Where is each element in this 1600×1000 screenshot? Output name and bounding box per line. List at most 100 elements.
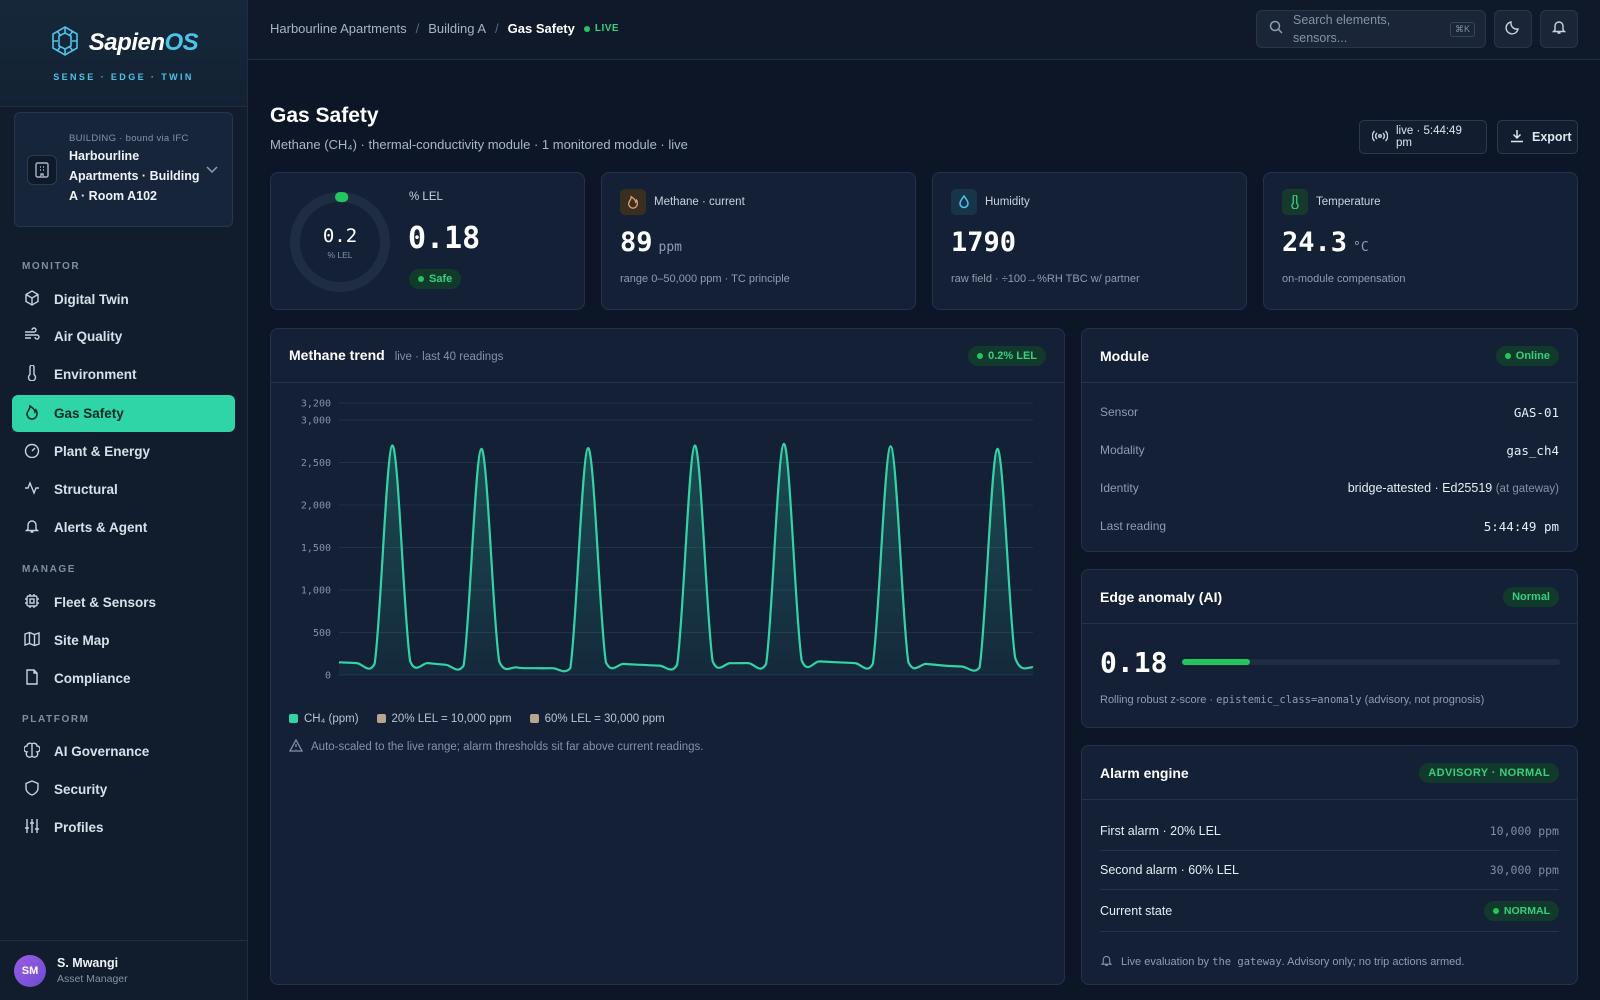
methane-value: 89 (620, 227, 653, 258)
status-badge: ADVISORY · NORMAL (1419, 762, 1559, 783)
trend-badge: 0.2% LEL (968, 345, 1046, 366)
sidebar-item-compliance[interactable]: Compliance (12, 660, 235, 697)
y-tick-label: 3,200 (301, 399, 331, 410)
methane-foot: range 0–50,000 ppm · TC principle (620, 273, 790, 285)
sidebar-item-label: Security (54, 782, 108, 797)
sidebar-item-label: Alerts & Agent (54, 520, 148, 535)
user-profile[interactable]: SM S. Mwangi Asset Manager (0, 940, 248, 1000)
module-row-sensor: Sensor GAS-01 (1100, 404, 1559, 420)
thermometer-icon (1282, 189, 1308, 215)
trend-subtitle: live · last 40 readings (394, 350, 504, 363)
status-badge: Online (1495, 345, 1559, 366)
brand-tagline: SENSE · EDGE · TWIN (53, 71, 194, 82)
sidebar-item-fleet-sensors[interactable]: Fleet & Sensors (12, 584, 235, 621)
sidebar-item-security[interactable]: Security (12, 771, 235, 808)
anomaly-value: 0.18 (1100, 646, 1168, 679)
cube-icon (24, 290, 40, 309)
moon-icon (1505, 19, 1521, 40)
sidebar-item-label: Plant & Energy (54, 444, 151, 459)
sidebar-item-label: AI Governance (54, 744, 150, 759)
alarm-row-current-state: Current state NORMAL (1100, 890, 1559, 932)
temperature-value: 24.3 (1282, 227, 1348, 258)
y-tick-label: 2,500 (301, 458, 331, 469)
y-tick-label: 2,000 (301, 501, 331, 512)
lel-card: 0.2 % LEL % LEL 0.18 Safe (270, 172, 585, 310)
sidebar-item-label: Compliance (54, 671, 131, 686)
chip-icon (24, 593, 40, 612)
chevron-down-icon (206, 161, 218, 179)
status-badge: NORMAL (1483, 900, 1559, 921)
bell-icon (1100, 954, 1113, 970)
brand[interactable]: SapienOS SENSE · EDGE · TWIN (0, 0, 247, 107)
sidebar-item-label: Air Quality (54, 329, 123, 344)
y-tick-label: 3,000 (301, 416, 331, 427)
temperature-foot: on-module compensation (1282, 273, 1406, 285)
sidebar-item-structural[interactable]: Structural (12, 471, 235, 508)
methane-trend-chart: 3,200 3,000 2,500 2,000 1,500 1,000 500 0 (301, 399, 1034, 682)
alarm-row-second: Second alarm · 60% LEL 30,000 ppm (1100, 851, 1559, 890)
module-row-modality: Modality gas_ch4 (1100, 442, 1559, 458)
bell-icon (1551, 19, 1567, 40)
building-icon (27, 154, 57, 185)
flame-icon (620, 189, 646, 215)
anomaly-bar-track (1182, 659, 1560, 665)
droplet-icon (951, 189, 977, 215)
lel-ring-unit: % LEL (327, 250, 353, 260)
breadcrumb-separator: / (415, 21, 420, 36)
flame-icon (24, 404, 40, 423)
sidebar-item-environment[interactable]: Environment (12, 356, 235, 393)
sidebar-item-label: Structural (54, 482, 118, 497)
sidebar-item-gas-safety[interactable]: Gas Safety (12, 395, 235, 432)
breadcrumb: Harbourline Apartments / Building A / Ga… (270, 21, 619, 36)
sidebar-item-air-quality[interactable]: Air Quality (12, 318, 235, 355)
breadcrumb-building-a[interactable]: Building A (428, 21, 487, 36)
sidebar-item-ai-governance[interactable]: AI Governance (12, 733, 235, 770)
alarm-row-first: First alarm · 20% LEL 10,000 ppm (1100, 812, 1559, 851)
sliders-icon (24, 818, 40, 837)
trend-note: Auto-scaled to the live range; alarm thr… (288, 738, 703, 755)
humidity-foot: raw field · ÷100→%RH TBC w/ partner (951, 273, 1140, 285)
building-selector[interactable]: BUILDING · bound via IFC Harbourline Apa… (14, 112, 233, 227)
module-row-identity: Identity bridge-attested · Ed25519 (at ga… (1100, 481, 1559, 495)
live-timestamp-button[interactable]: live · 5:44:49 pm (1359, 120, 1487, 154)
gauge-icon (24, 442, 40, 461)
user-role: Asset Manager (57, 973, 128, 985)
breadcrumb-building[interactable]: Harbourline Apartments (270, 21, 407, 36)
lel-ring (290, 192, 390, 292)
search-icon (1269, 20, 1283, 39)
file-icon (24, 669, 40, 688)
export-button[interactable]: Export (1497, 120, 1578, 154)
sidebar-item-label: Site Map (54, 633, 110, 648)
download-icon (1510, 129, 1524, 146)
logo-icon (49, 25, 81, 62)
alarm-foot: Live evaluation by the gateway. Advisory… (1100, 954, 1464, 970)
wind-icon (24, 327, 40, 346)
sidebar-item-site-map[interactable]: Site Map (12, 622, 235, 659)
page-title: Gas Safety (270, 104, 379, 127)
sidebar-item-alerts-agent[interactable]: Alerts & Agent (12, 509, 235, 546)
methane-label: Methane · current (654, 196, 745, 208)
building-name: Harbourline Apartments · Building A · Ro… (69, 149, 200, 203)
theme-toggle-button[interactable] (1494, 10, 1532, 48)
shield-icon (24, 780, 40, 799)
module-title: Module (1100, 347, 1149, 364)
avatar: SM (14, 954, 46, 987)
live-timestamp: live · 5:44:49 pm (1396, 125, 1462, 149)
legend-item-ch4: CH₄ (ppm) (289, 713, 359, 725)
trend-series-line (338, 442, 1034, 673)
breadcrumb-current: Gas Safety (507, 21, 575, 36)
nav-section-platform: PLATFORM (22, 714, 90, 725)
export-label: Export (1532, 130, 1572, 144)
humidity-label: Humidity (985, 196, 1030, 208)
temperature-unit: °C (1353, 240, 1369, 255)
notifications-button[interactable] (1540, 10, 1578, 48)
building-bound-label: BUILDING · bound via IFC (69, 133, 189, 144)
sidebar: SapienOS SENSE · EDGE · TWIN BUILDING · … (0, 0, 248, 1000)
sidebar-item-digital-twin[interactable]: Digital Twin (12, 281, 235, 318)
sidebar-item-plant-energy[interactable]: Plant & Energy (12, 433, 235, 470)
search-input[interactable]: Search elements, sensors... ⌘K (1256, 10, 1486, 48)
sidebar-item-label: Gas Safety (54, 406, 124, 421)
sidebar-item-profiles[interactable]: Profiles (12, 809, 235, 846)
lel-label: % LEL (409, 191, 443, 203)
warning-icon (288, 738, 304, 755)
